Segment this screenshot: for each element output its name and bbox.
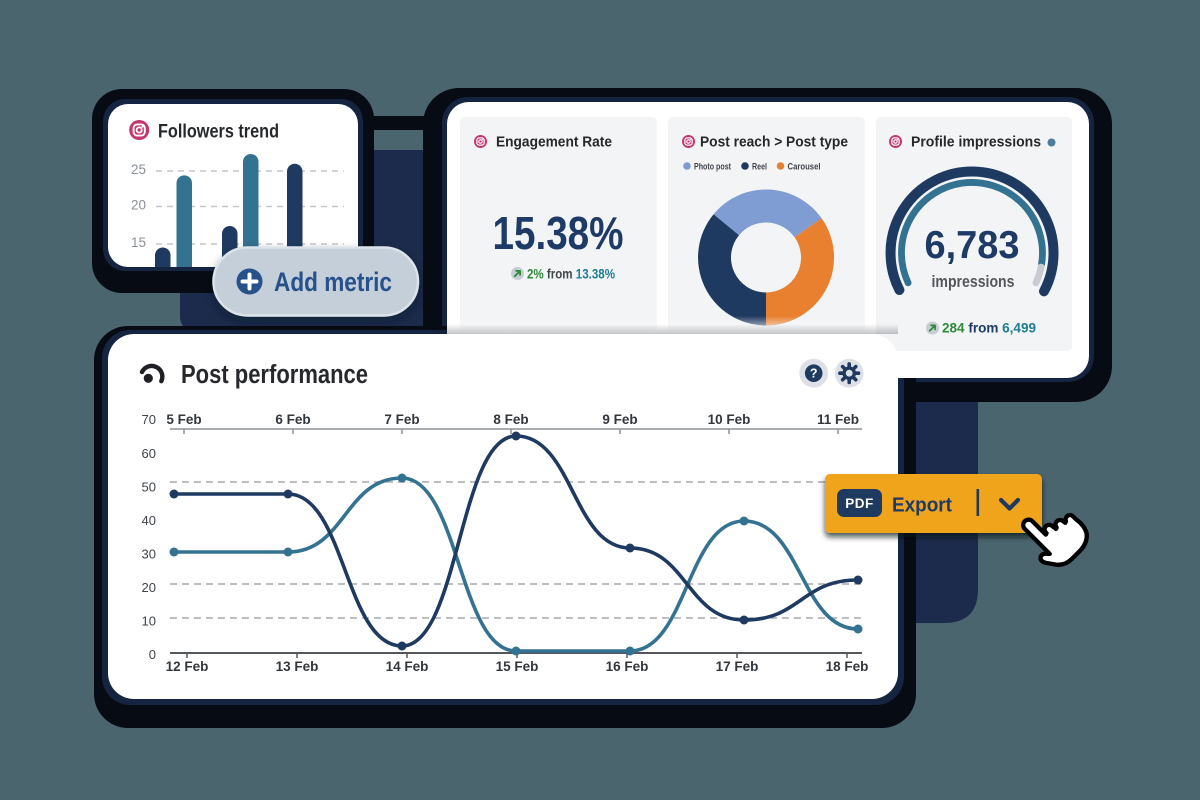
svg-text:7 Feb: 7 Feb — [384, 412, 419, 427]
svg-text:6,783: 6,783 — [925, 224, 1020, 267]
svg-text:16 Feb: 16 Feb — [606, 659, 649, 674]
svg-text:Add metric: Add metric — [274, 267, 392, 297]
svg-text:2% from 13.38%: 2% from 13.38% — [527, 266, 615, 282]
svg-text:40: 40 — [142, 513, 156, 528]
svg-text:impressions: impressions — [932, 273, 1015, 291]
svg-text:60: 60 — [142, 446, 156, 461]
svg-text:20: 20 — [131, 197, 146, 212]
svg-text:Photo post: Photo post — [694, 162, 732, 173]
svg-text:Engagement Rate: Engagement Rate — [496, 134, 612, 151]
svg-text:6 Feb: 6 Feb — [275, 412, 310, 427]
svg-text:284 from 6,499: 284 from 6,499 — [942, 320, 1036, 336]
svg-text:5 Feb: 5 Feb — [166, 412, 201, 427]
svg-text:15: 15 — [131, 235, 146, 250]
svg-text:Profile impressions: Profile impressions — [911, 134, 1041, 151]
svg-text:15 Feb: 15 Feb — [496, 659, 539, 674]
svg-text:10: 10 — [142, 614, 156, 629]
svg-text:Post performance: Post performance — [181, 361, 368, 389]
svg-text:70: 70 — [142, 412, 156, 427]
svg-text:Export: Export — [892, 494, 952, 517]
svg-text:Reel: Reel — [752, 162, 767, 173]
svg-text:12 Feb: 12 Feb — [166, 659, 209, 674]
svg-text:17 Feb: 17 Feb — [716, 659, 759, 674]
svg-text:0: 0 — [149, 647, 156, 662]
svg-text:9 Feb: 9 Feb — [602, 412, 637, 427]
svg-text:13 Feb: 13 Feb — [276, 659, 319, 674]
svg-text:30: 30 — [142, 547, 156, 562]
svg-text:Post reach > Post type: Post reach > Post type — [700, 134, 848, 151]
svg-text:15.38%: 15.38% — [493, 207, 624, 259]
svg-text:?: ? — [810, 367, 818, 381]
svg-text:25: 25 — [131, 162, 146, 177]
svg-text:14 Feb: 14 Feb — [386, 659, 429, 674]
svg-text:20: 20 — [142, 580, 156, 595]
svg-text:50: 50 — [142, 480, 156, 495]
svg-text:10 Feb: 10 Feb — [708, 412, 751, 427]
svg-text:Carousel: Carousel — [788, 162, 821, 173]
svg-text:18 Feb: 18 Feb — [826, 659, 869, 674]
svg-text:PDF: PDF — [845, 496, 874, 511]
svg-text:11 Feb: 11 Feb — [817, 412, 859, 427]
svg-text:Followers trend: Followers trend — [158, 122, 279, 143]
svg-text:8 Feb: 8 Feb — [493, 412, 528, 427]
